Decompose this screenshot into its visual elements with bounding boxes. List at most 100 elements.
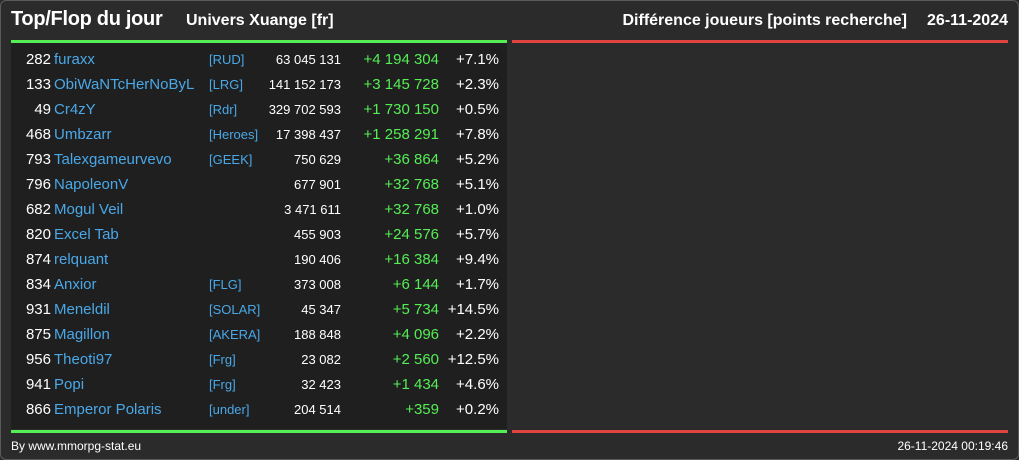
alliance-tag-link[interactable]: [Frg] — [209, 377, 236, 392]
alliance-tag-link[interactable]: [SOLAR] — [209, 302, 261, 317]
difference-cell: +1 730 150 — [363, 101, 440, 118]
rank-cell: 874 — [25, 251, 51, 268]
points-cell: 32 423 — [301, 377, 341, 392]
percent-cell: +14.5% — [447, 301, 499, 318]
rank-cell: 931 — [25, 301, 51, 318]
percent-cell: +5.7% — [456, 226, 499, 243]
player-name-link[interactable]: Emperor Polaris — [54, 401, 162, 418]
player-name-link[interactable]: furaxx — [54, 51, 95, 68]
points-cell: 677 901 — [294, 177, 341, 192]
alliance-tag-link[interactable]: [FLG] — [209, 277, 242, 292]
alliance-tag-link[interactable]: [AKERA] — [209, 327, 261, 342]
table-row: 820 Excel Tab 455 903 +24 576 +5.7% — [11, 222, 507, 247]
table-row: 875 Magillon [AKERA] 188 848 +4 096 +2.2% — [11, 322, 507, 347]
metric-label: Différence joueurs [points recherche] — [622, 12, 907, 29]
rank-cell: 793 — [25, 151, 51, 168]
rank-cell: 133 — [25, 76, 51, 93]
difference-cell: +359 — [405, 401, 439, 418]
difference-cell: +2 560 — [392, 351, 439, 368]
points-cell: 455 903 — [294, 227, 341, 242]
rank-cell: 875 — [25, 326, 51, 343]
table-row: 941 Popi [Frg] 32 423 +1 434 +4.6% — [11, 372, 507, 397]
table-row: 834 Anxior [FLG] 373 008 +6 144 +1.7% — [11, 272, 507, 297]
percent-cell: +0.5% — [456, 101, 499, 118]
table-row: 49 Cr4zY [Rdr] 329 702 593 +1 730 150 +0.5% — [11, 97, 507, 122]
player-name-link[interactable]: Excel Tab — [54, 226, 119, 243]
rank-cell: 468 — [25, 126, 51, 143]
table-row: 874 relquant 190 406 +16 384 +9.4% — [11, 247, 507, 272]
alliance-tag-link[interactable]: [RUD] — [209, 52, 245, 67]
table-row: 866 Emperor Polaris [under] 204 514 +359 +0.2… — [11, 397, 507, 422]
top-gainers-panel: 282 furaxx [RUD] 63 045 131 +4 194 304 +7.1% 1… — [11, 43, 507, 429]
table-row: 133 ObiWaNTcHerNoByL [LRG] 141 152 173 +3 14… — [11, 72, 507, 97]
header: Top/Flop du jour Univers Xuange [fr] Dif… — [0, 0, 1019, 40]
percent-cell: +5.1% — [456, 176, 499, 193]
page-title: Top/Flop du jour — [11, 8, 163, 30]
percent-cell: +1.7% — [456, 276, 499, 293]
points-cell: 45 347 — [301, 302, 341, 317]
player-name-link[interactable]: ObiWaNTcHerNoByL — [54, 76, 195, 93]
alliance-tag-link[interactable]: [GEEK] — [209, 152, 253, 167]
difference-cell: +1 434 — [392, 376, 439, 393]
table-row: 468 Umbzarr [Heroes] 17 398 437 +1 258 291 +7… — [11, 122, 507, 147]
rank-cell: 834 — [25, 276, 51, 293]
player-name-link[interactable]: Theoti97 — [54, 351, 113, 368]
alliance-tag-link[interactable]: [Rdr] — [209, 102, 238, 117]
difference-cell: +5 734 — [392, 301, 439, 318]
player-name-link[interactable]: Meneldil — [54, 301, 110, 318]
player-name-link[interactable]: Talexgameurvevo — [54, 151, 172, 168]
player-name-link[interactable]: NapoleonV — [54, 176, 129, 193]
top-divider-red — [512, 40, 1008, 43]
percent-cell: +2.2% — [456, 326, 499, 343]
difference-cell: +36 864 — [384, 151, 439, 168]
player-name-link[interactable]: Anxior — [54, 276, 97, 293]
points-cell: 141 152 173 — [268, 77, 341, 92]
difference-cell: +1 258 291 — [363, 126, 440, 143]
points-cell: 329 702 593 — [268, 102, 341, 117]
points-cell: 188 848 — [294, 327, 341, 342]
points-cell: 23 082 — [301, 352, 341, 367]
player-name-link[interactable]: Mogul Veil — [54, 201, 124, 218]
player-name-link[interactable]: Magillon — [54, 326, 110, 343]
bottom-divider-red — [512, 430, 1008, 433]
rank-cell: 941 — [25, 376, 51, 393]
table-row: 931 Meneldil [SOLAR] 45 347 +5 734 +14.5% — [11, 297, 507, 322]
table-row: 796 NapoleonV 677 901 +32 768 +5.1% — [11, 172, 507, 197]
difference-cell: +32 768 — [384, 201, 439, 218]
header-date: 26-11-2024 — [927, 12, 1008, 29]
rank-cell: 866 — [25, 401, 51, 418]
rank-cell: 956 — [25, 351, 51, 368]
alliance-tag-link[interactable]: [LRG] — [209, 77, 243, 92]
difference-cell: +4 096 — [392, 326, 439, 343]
percent-cell: +0.2% — [456, 401, 499, 418]
top-losers-panel — [512, 43, 1008, 429]
source-credit: By www.mmorpg-stat.eu — [11, 439, 142, 453]
player-name-link[interactable]: Popi — [54, 376, 85, 393]
points-cell: 204 514 — [294, 402, 341, 417]
points-cell: 190 406 — [294, 252, 341, 267]
rank-cell: 820 — [25, 226, 51, 243]
player-name-link[interactable]: Cr4zY — [54, 101, 96, 118]
alliance-tag-link[interactable]: [Frg] — [209, 352, 236, 367]
difference-cell: +6 144 — [392, 276, 439, 293]
difference-cell: +32 768 — [384, 176, 439, 193]
rank-cell: 682 — [25, 201, 51, 218]
player-name-link[interactable]: relquant — [54, 251, 109, 268]
player-name-link[interactable]: Umbzarr — [54, 126, 112, 143]
table-row: 682 Mogul Veil 3 471 611 +32 768 +1.0% — [11, 197, 507, 222]
alliance-tag-link[interactable]: [under] — [209, 402, 250, 417]
table-row: 793 Talexgameurvevo [GEEK] 750 629 +36 864 +5… — [11, 147, 507, 172]
difference-cell: +3 145 728 — [363, 76, 440, 93]
percent-cell: +12.5% — [447, 351, 499, 368]
alliance-tag-link[interactable]: [Heroes] — [209, 127, 259, 142]
percent-cell: +7.8% — [456, 126, 499, 143]
difference-cell: +24 576 — [384, 226, 439, 243]
percent-cell: +7.1% — [456, 51, 499, 68]
points-cell: 373 008 — [294, 277, 341, 292]
percent-cell: +2.3% — [456, 76, 499, 93]
generated-timestamp: 26-11-2024 00:19:46 — [897, 439, 1008, 453]
points-cell: 63 045 131 — [275, 52, 341, 67]
rank-cell: 49 — [34, 101, 51, 118]
table-row: 282 furaxx [RUD] 63 045 131 +4 194 304 +7.1% — [11, 47, 507, 72]
bottom-divider-green — [11, 430, 507, 433]
